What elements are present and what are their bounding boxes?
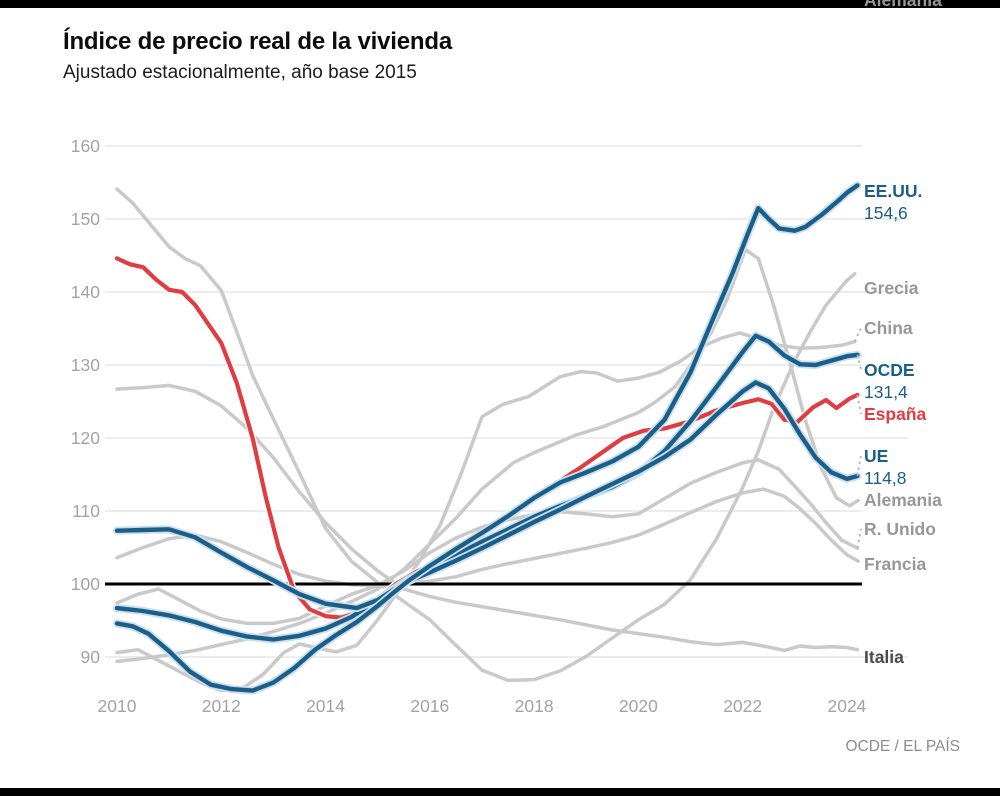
y-tick-150: 150 — [71, 209, 100, 229]
source-credit: OCDE / EL PAÍS — [845, 738, 960, 755]
line-alemania — [115, 247, 860, 664]
connector-francia — [856, 559, 862, 565]
series-label-text: Grecia — [864, 278, 919, 298]
series-label-italia: Italia — [864, 646, 904, 668]
series-label-alemania: Alemania — [864, 0, 942, 11]
x-tick-2020: 2020 — [619, 696, 658, 716]
y-tick-110: 110 — [72, 501, 100, 521]
x-tick-2014: 2014 — [306, 696, 345, 716]
line-grecia — [115, 187, 857, 683]
line-italia — [115, 383, 860, 653]
series-label-china: China — [864, 317, 913, 339]
line-eeuu — [114, 183, 860, 693]
x-tick-2010: 2010 — [98, 696, 137, 716]
x-tick-2012: 2012 — [202, 696, 241, 716]
series-label-text: Alemania — [864, 0, 942, 10]
series-label-text: UE — [864, 446, 889, 466]
line-halo-ocde — [113, 331, 862, 644]
series-label-grecia: Grecia — [864, 277, 918, 299]
y-tick-130: 130 — [71, 355, 100, 375]
series-label-r_unido: R. Unido — [864, 518, 936, 540]
y-tick-140: 140 — [71, 282, 100, 302]
y-tick-120: 120 — [71, 428, 100, 448]
x-tick-2016: 2016 — [410, 696, 449, 716]
series-label-ue: UE 114,8 Alemania — [864, 445, 942, 511]
series-label-text: España — [864, 404, 927, 424]
line-halo-ue — [113, 378, 862, 613]
series-label-ocde: OCDE 131,4 España — [864, 359, 926, 425]
series-label-text: China — [864, 318, 913, 338]
top-black-bar — [0, 0, 1000, 8]
series-label-eeuu: EE.UU. 154,6 — [864, 180, 922, 224]
line-francia — [115, 487, 860, 588]
y-tick-160: 160 — [71, 136, 100, 156]
series-label-text: 131,4 — [864, 382, 908, 402]
y-tick-90: 90 — [81, 647, 101, 667]
series-label-text: Francia — [864, 554, 927, 574]
series-label-text: 114,8 — [864, 468, 907, 488]
series-label-text: 154,6 — [864, 203, 908, 223]
x-tick-2022: 2022 — [723, 696, 762, 716]
y-tick-100: 100 — [71, 574, 100, 594]
series-label-text: R. Unido — [864, 519, 936, 539]
x-tick-2018: 2018 — [515, 696, 554, 716]
series-label-francia: Francia — [864, 553, 926, 575]
x-tick-2024: 2024 — [827, 696, 866, 716]
connector-china — [853, 327, 862, 343]
connector-r_unido — [856, 528, 862, 549]
series-label-text: Italia — [864, 647, 904, 667]
bottom-black-bar — [0, 788, 1000, 796]
series-label-text: OCDE — [864, 360, 915, 380]
connector-alemania — [857, 499, 862, 502]
chart-title: Índice de precio real de la vivienda — [63, 28, 452, 55]
chart-subtitle: Ajustado estacionalmente, año base 2015 — [63, 62, 417, 83]
series-label-text: Alemania — [864, 490, 942, 510]
series-label-text: EE.UU. — [864, 181, 923, 201]
connector-ocde — [856, 354, 862, 371]
line-ocde — [114, 333, 860, 642]
line-ue — [114, 380, 860, 611]
